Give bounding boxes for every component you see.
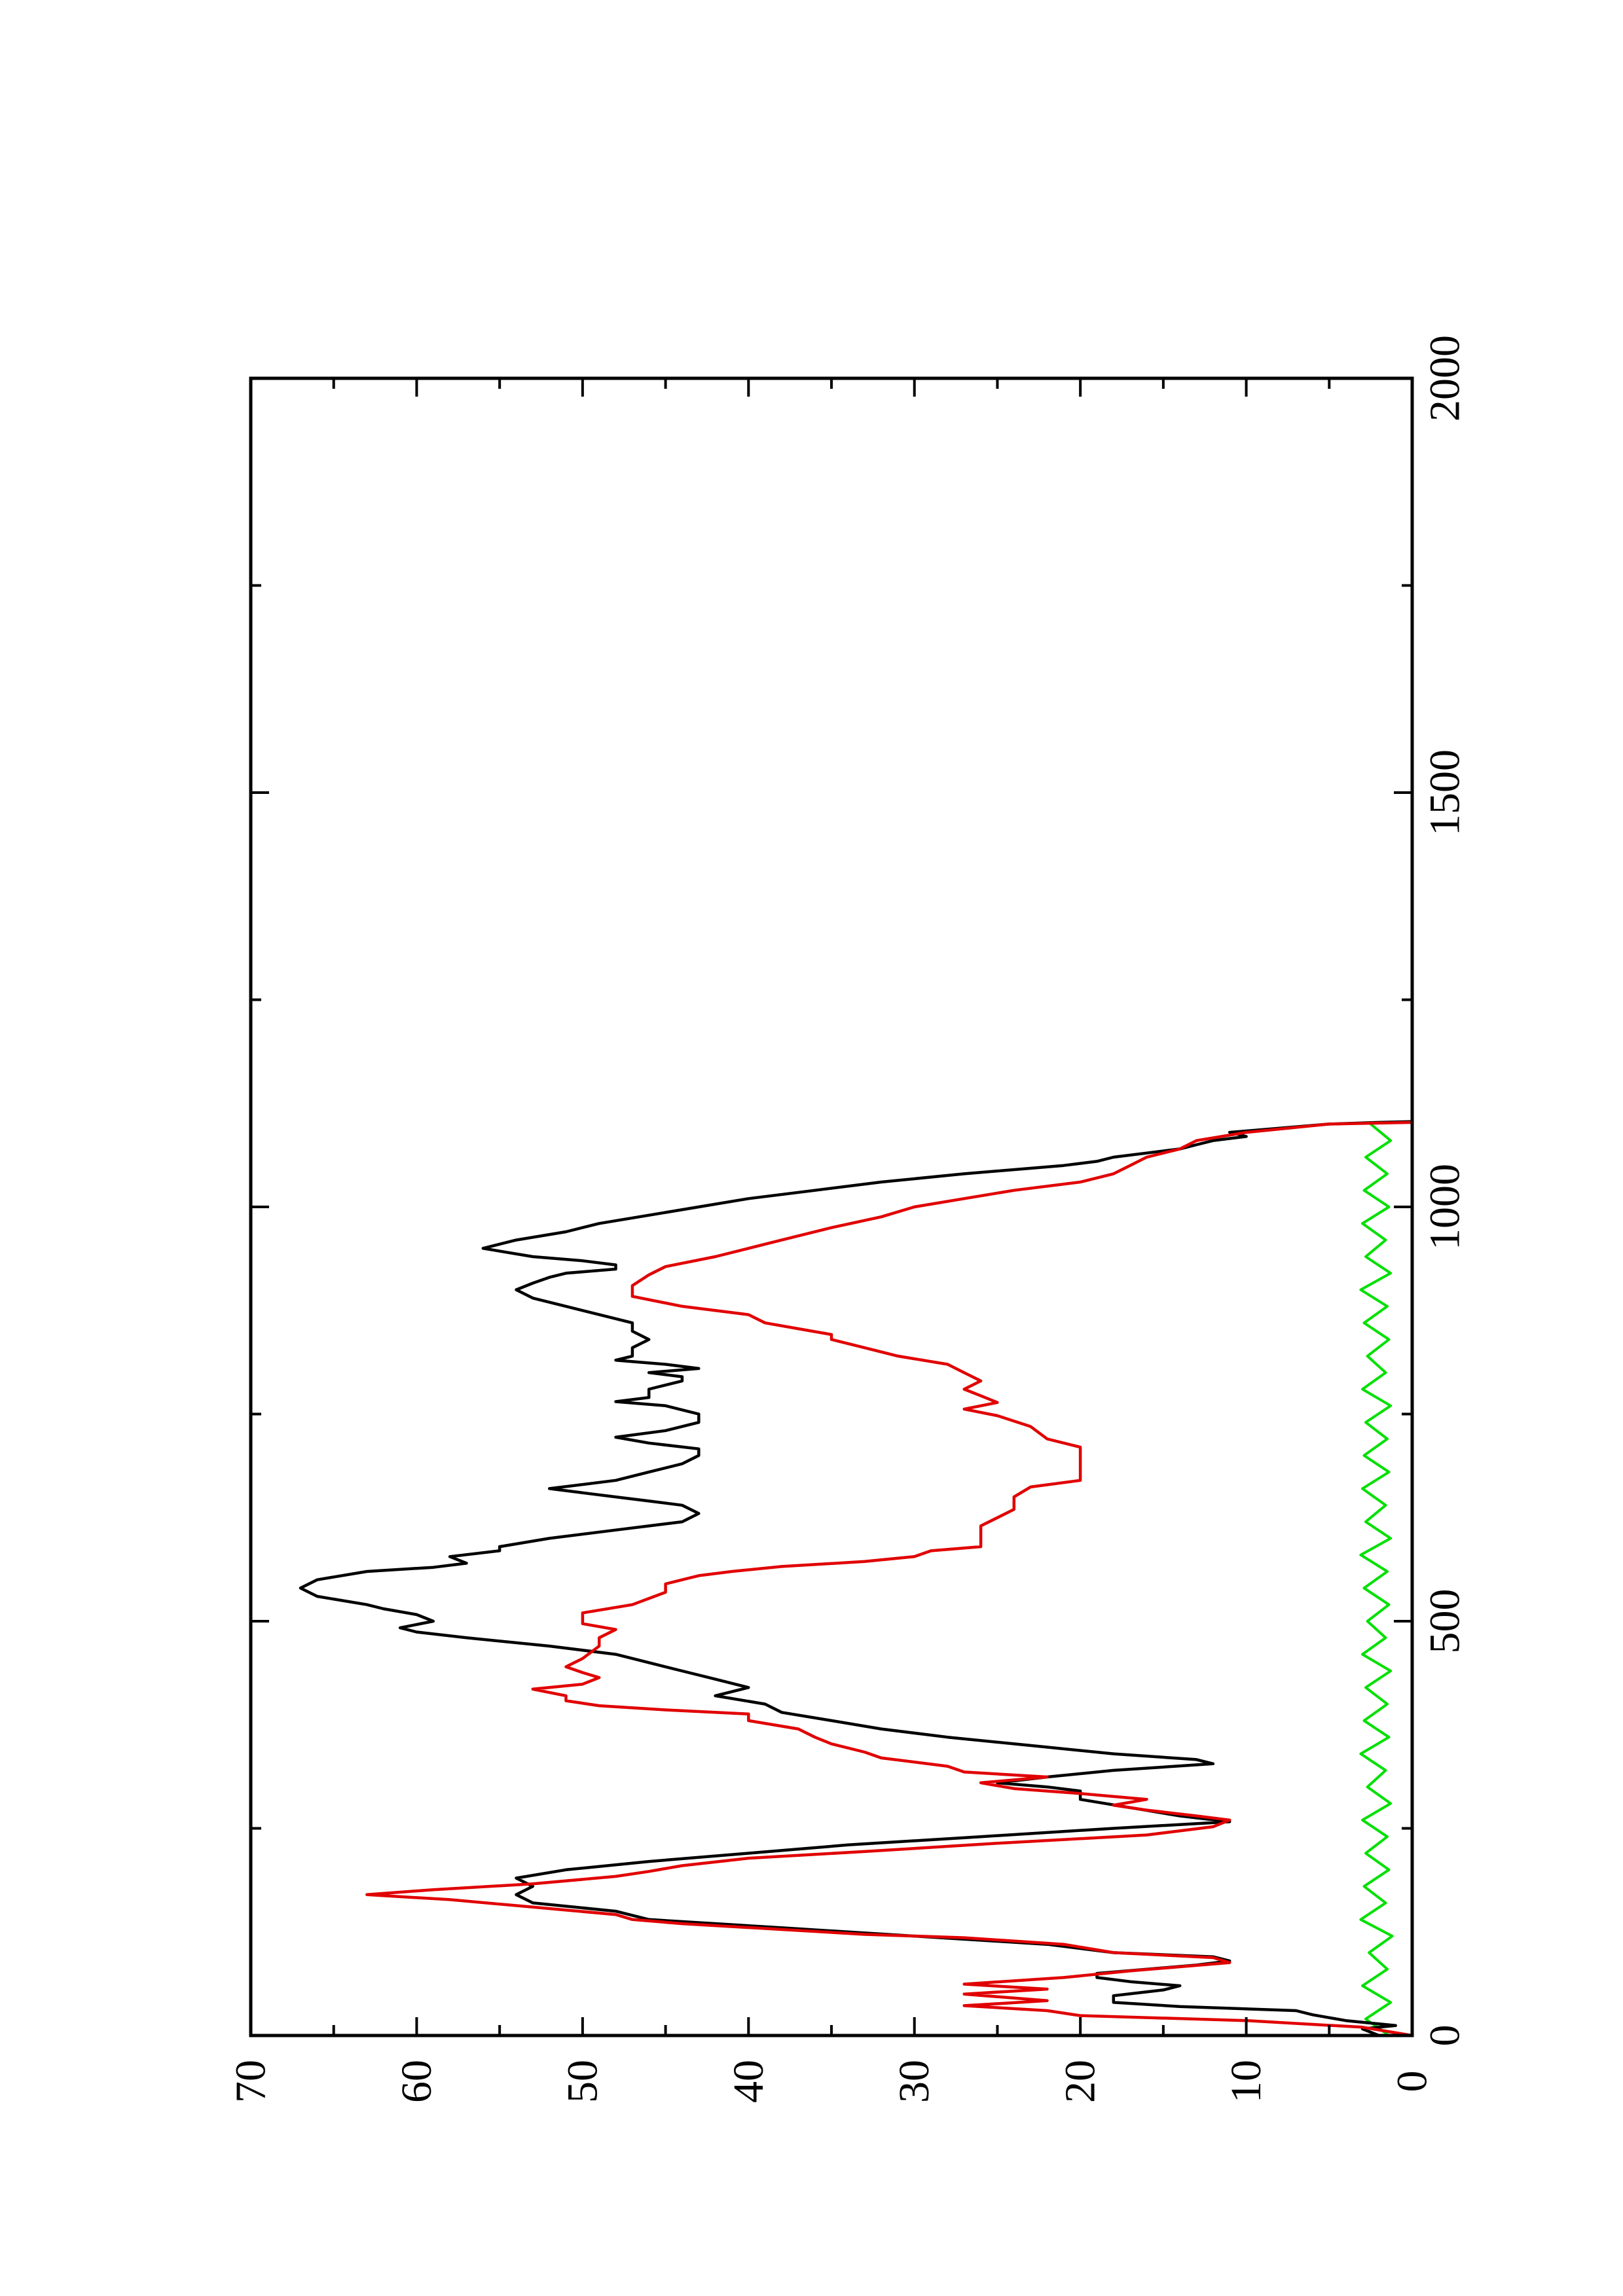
black-series-line: [299, 1120, 1413, 2037]
x-tick-label: 1500: [1421, 749, 1469, 836]
axis-ticks: [249, 377, 1413, 2037]
y-tick-label: 60: [393, 2060, 441, 2103]
y-tick-label: 20: [1057, 2060, 1104, 2103]
x-tick-label: 1000: [1421, 1164, 1469, 1250]
y-tick-label: 50: [558, 2060, 606, 2103]
y-tick-label: 70: [227, 2060, 275, 2103]
plot-frame: [249, 376, 1414, 2037]
y-tick-label: 40: [725, 2060, 773, 2103]
series-layer: [299, 1120, 1413, 2037]
green-noise-series-line: [1359, 1122, 1394, 2037]
x-tick-label: 2000: [1421, 335, 1469, 422]
x-tick-label: 500: [1421, 1589, 1469, 1654]
x-tick-label: 0: [1421, 2025, 1469, 2047]
axis-tick-labels: 0 500 1000 1500 2000 0 10 20 30 40 50 60 70: [227, 335, 1469, 2103]
red-step-series-line: [365, 1121, 1413, 2037]
y-tick-label: 0: [1389, 2071, 1436, 2092]
y-tick-label: 10: [1222, 2060, 1270, 2103]
y-tick-label: 30: [890, 2060, 938, 2103]
